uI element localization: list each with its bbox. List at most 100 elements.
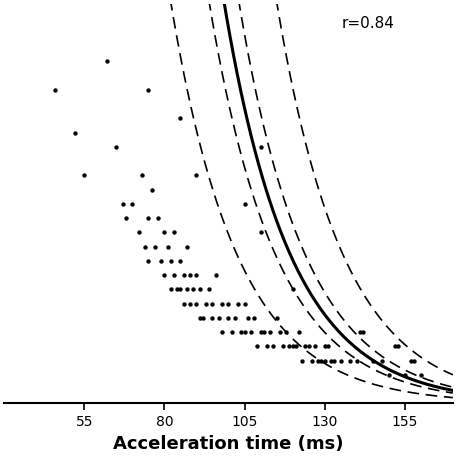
- Point: [113, 143, 120, 150]
- Point: [122, 214, 130, 222]
- Point: [145, 86, 152, 93]
- X-axis label: Acceleration time (ms): Acceleration time (ms): [113, 435, 344, 453]
- Point: [292, 343, 299, 350]
- Point: [170, 228, 178, 236]
- Point: [80, 172, 88, 179]
- Point: [327, 357, 335, 364]
- Point: [180, 271, 187, 279]
- Point: [247, 329, 255, 336]
- Point: [225, 314, 232, 322]
- Point: [263, 343, 271, 350]
- Point: [151, 243, 159, 250]
- Point: [103, 58, 111, 65]
- Point: [52, 86, 59, 93]
- Point: [392, 343, 399, 350]
- Point: [369, 357, 377, 364]
- Point: [193, 300, 200, 307]
- Point: [254, 343, 261, 350]
- Point: [71, 129, 78, 136]
- Point: [215, 314, 223, 322]
- Point: [289, 343, 296, 350]
- Point: [346, 357, 354, 364]
- Point: [298, 357, 306, 364]
- Point: [417, 371, 425, 378]
- Point: [167, 286, 175, 293]
- Point: [241, 300, 248, 307]
- Point: [321, 357, 328, 364]
- Point: [148, 186, 155, 193]
- Point: [273, 314, 280, 322]
- Point: [276, 329, 283, 336]
- Point: [186, 300, 194, 307]
- Point: [411, 357, 418, 364]
- Point: [337, 357, 344, 364]
- Point: [206, 286, 213, 293]
- Point: [145, 214, 152, 222]
- Point: [257, 329, 264, 336]
- Point: [385, 371, 393, 378]
- Point: [225, 300, 232, 307]
- Point: [180, 300, 187, 307]
- Point: [231, 314, 239, 322]
- Point: [257, 228, 264, 236]
- Point: [158, 257, 165, 265]
- Point: [135, 228, 143, 236]
- Point: [356, 329, 364, 336]
- Point: [257, 143, 264, 150]
- Point: [202, 300, 210, 307]
- Point: [401, 371, 409, 378]
- Point: [241, 200, 248, 207]
- Point: [408, 357, 415, 364]
- Point: [196, 286, 203, 293]
- Point: [129, 200, 136, 207]
- Point: [228, 329, 235, 336]
- Point: [209, 300, 216, 307]
- Point: [186, 271, 194, 279]
- Point: [250, 314, 258, 322]
- Point: [353, 357, 361, 364]
- Point: [164, 243, 171, 250]
- Point: [209, 314, 216, 322]
- Point: [379, 357, 386, 364]
- Point: [238, 329, 245, 336]
- Point: [330, 357, 338, 364]
- Point: [234, 300, 242, 307]
- Point: [311, 343, 319, 350]
- Point: [212, 271, 219, 279]
- Point: [260, 329, 267, 336]
- Point: [154, 214, 162, 222]
- Point: [199, 314, 207, 322]
- Point: [177, 286, 184, 293]
- Point: [314, 357, 322, 364]
- Point: [142, 243, 149, 250]
- Point: [324, 343, 331, 350]
- Point: [241, 329, 248, 336]
- Point: [266, 329, 274, 336]
- Point: [318, 357, 325, 364]
- Point: [183, 243, 191, 250]
- Point: [174, 286, 181, 293]
- Point: [244, 314, 251, 322]
- Point: [302, 343, 309, 350]
- Point: [119, 200, 127, 207]
- Point: [279, 343, 287, 350]
- Point: [190, 286, 197, 293]
- Point: [282, 329, 290, 336]
- Point: [193, 172, 200, 179]
- Point: [295, 329, 303, 336]
- Point: [289, 286, 296, 293]
- Point: [218, 300, 226, 307]
- Text: r=0.84: r=0.84: [342, 16, 394, 31]
- Point: [177, 115, 184, 122]
- Point: [218, 329, 226, 336]
- Point: [138, 172, 146, 179]
- Point: [161, 228, 168, 236]
- Point: [183, 286, 191, 293]
- Point: [305, 343, 312, 350]
- Point: [270, 343, 277, 350]
- Point: [321, 343, 328, 350]
- Point: [308, 357, 315, 364]
- Point: [177, 257, 184, 265]
- Point: [161, 271, 168, 279]
- Point: [145, 257, 152, 265]
